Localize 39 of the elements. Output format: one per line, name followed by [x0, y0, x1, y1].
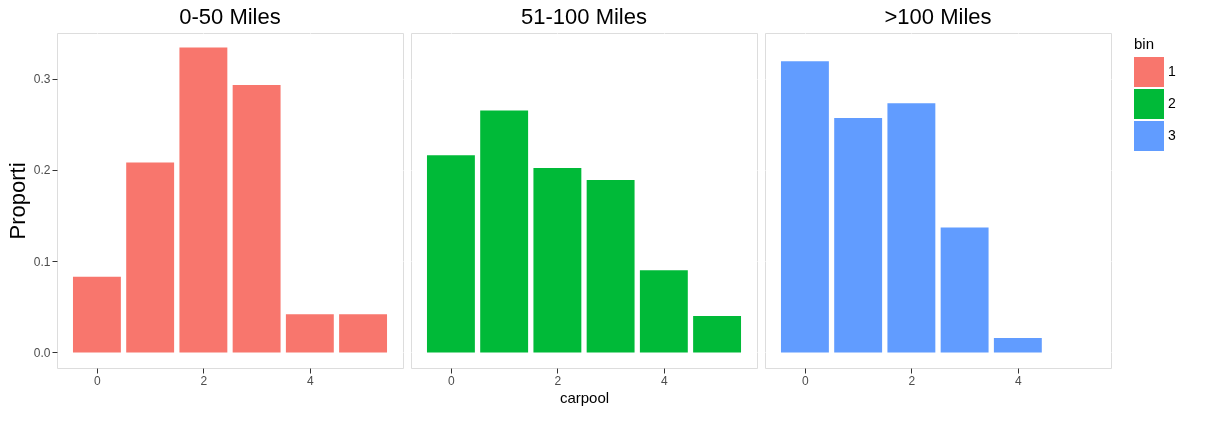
bar	[940, 227, 989, 353]
y-axis-title: Proporti	[4, 162, 30, 240]
x-tick-label: 0	[448, 373, 456, 388]
bar	[834, 117, 883, 353]
bar	[780, 61, 829, 353]
bar	[693, 315, 742, 353]
x-tick-label: 0	[802, 373, 810, 388]
legend-label: 2	[1168, 95, 1176, 111]
bar	[232, 85, 281, 353]
x-tick-label: 4	[1015, 373, 1022, 388]
bar	[887, 103, 936, 353]
bar	[533, 168, 582, 353]
y-tick-label: 0.0	[33, 345, 51, 360]
chart-title: 0-50 Miles	[179, 4, 281, 29]
bar	[993, 337, 1042, 353]
y-tick-label: 0.1	[33, 254, 51, 269]
bar	[586, 179, 635, 353]
x-tick-label: 4	[307, 373, 314, 388]
x-tick-label: 2	[908, 373, 916, 388]
bar	[480, 110, 529, 353]
y-tick-label: 0.3	[33, 72, 51, 87]
chart-title: >100 Miles	[884, 4, 992, 29]
y-tick-label: 0.2	[33, 163, 51, 178]
bar	[179, 47, 228, 353]
bar	[285, 314, 334, 353]
x-axis-title: carpool	[559, 388, 610, 406]
x-tick-label: 2	[200, 373, 208, 388]
bar	[426, 155, 475, 353]
x-tick-label: 2	[554, 373, 562, 388]
bar	[339, 314, 388, 353]
bar	[639, 270, 688, 353]
x-tick-label: 4	[661, 373, 668, 388]
legend-label: 1	[1168, 63, 1176, 79]
bar	[72, 276, 121, 353]
x-tick-label: 0	[94, 373, 102, 388]
bar	[126, 162, 175, 353]
legend-title: bin	[1134, 35, 1155, 52]
chart-title: 51-100 Miles	[521, 4, 647, 29]
legend-label: 3	[1168, 127, 1176, 143]
